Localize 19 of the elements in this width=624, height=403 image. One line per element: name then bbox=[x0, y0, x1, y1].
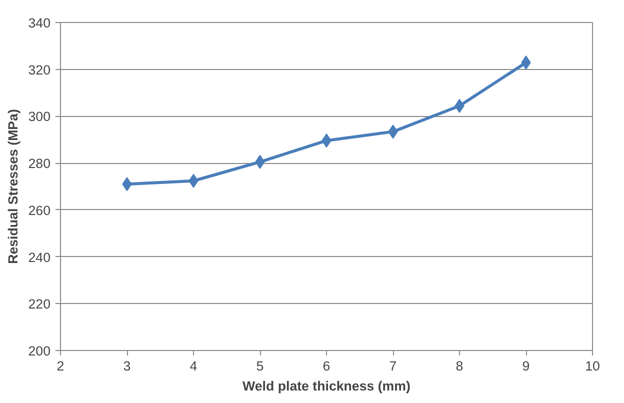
y-tick-label: 300 bbox=[28, 109, 51, 124]
x-tick-label: 2 bbox=[56, 358, 64, 374]
y-axis-title: Residual Stresses (MPa) bbox=[5, 109, 20, 264]
x-tick-label: 8 bbox=[456, 358, 464, 374]
y-tick-label: 200 bbox=[28, 344, 51, 358]
x-tick-label: 6 bbox=[322, 358, 330, 374]
x-tick-label: 9 bbox=[522, 358, 530, 374]
y-tick-label: 240 bbox=[28, 250, 51, 265]
x-tick-label: 7 bbox=[389, 358, 397, 374]
x-tick-label: 5 bbox=[256, 358, 264, 374]
y-tick-label: 260 bbox=[28, 202, 51, 218]
y-tick-label: 280 bbox=[28, 156, 51, 172]
y-tick-label: 220 bbox=[28, 296, 51, 312]
x-axis-title: Weld plate thickness (mm) bbox=[242, 378, 410, 394]
y-tick-label: 340 bbox=[28, 16, 51, 30]
y-tick-label: 320 bbox=[28, 62, 51, 78]
x-tick-label: 4 bbox=[190, 358, 198, 374]
x-tick-label: 3 bbox=[123, 358, 131, 374]
x-tick-label: 10 bbox=[585, 358, 600, 374]
